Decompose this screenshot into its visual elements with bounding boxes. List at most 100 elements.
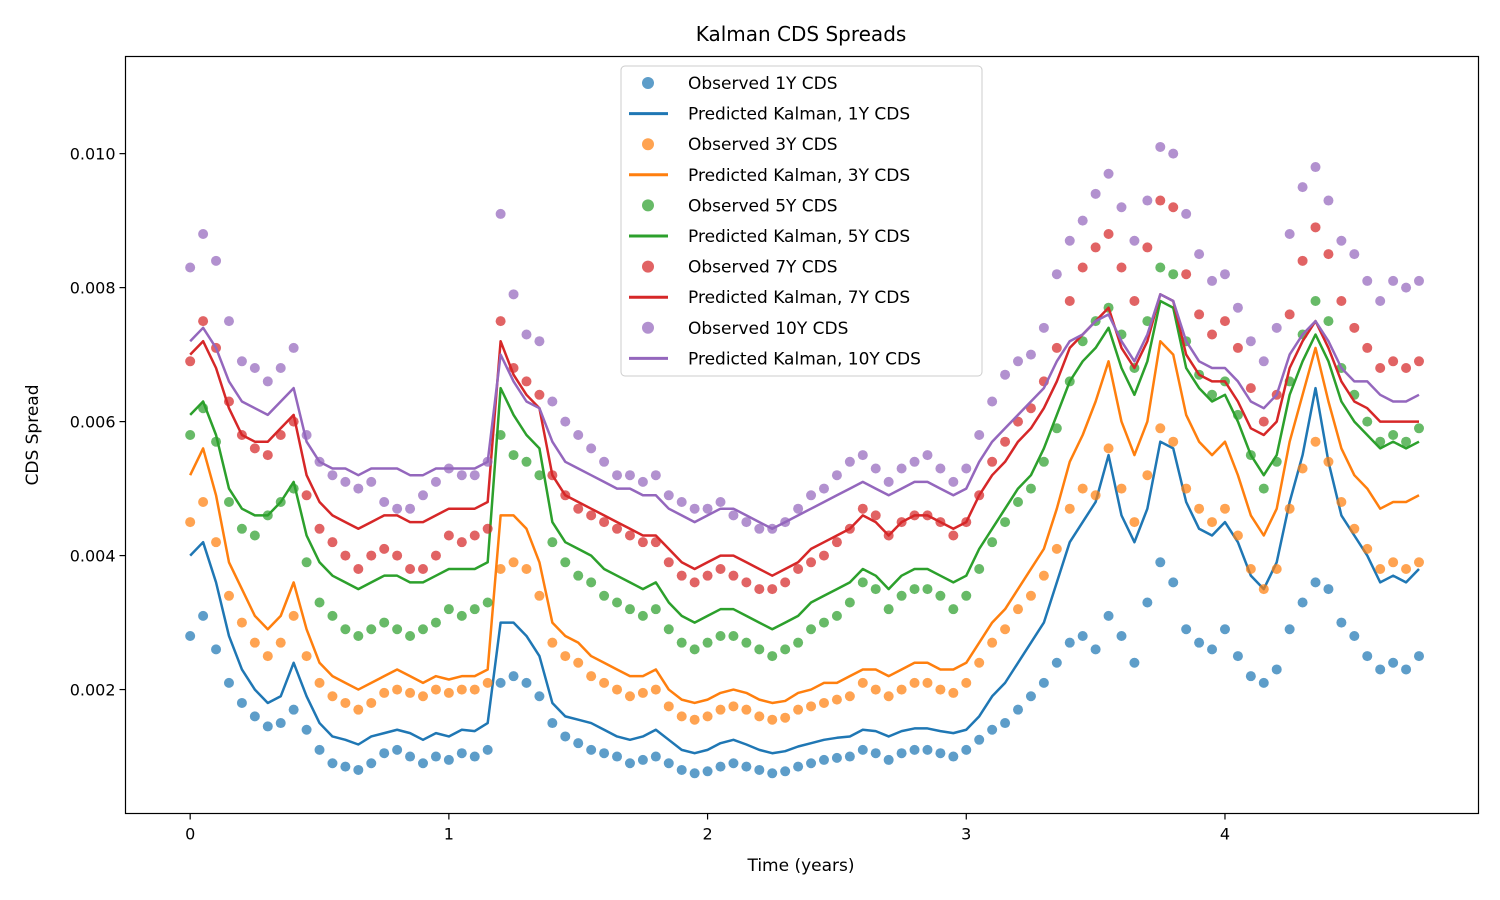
data-point bbox=[896, 590, 907, 601]
data-point bbox=[818, 617, 829, 628]
data-point bbox=[1116, 202, 1127, 213]
legend-item-observed-1y-cds: Observed 1Y CDS bbox=[642, 74, 838, 94]
data-point bbox=[1401, 282, 1412, 293]
data-point bbox=[366, 697, 377, 708]
data-point bbox=[1181, 208, 1192, 219]
data-point bbox=[1284, 624, 1295, 635]
data-point bbox=[1142, 597, 1153, 608]
data-point bbox=[806, 758, 817, 769]
data-point bbox=[676, 711, 687, 722]
data-point bbox=[1051, 269, 1062, 280]
data-point bbox=[637, 687, 648, 698]
series-predicted-kalman-5y-cds-line bbox=[189, 299, 1420, 631]
data-point bbox=[301, 651, 312, 662]
data-point bbox=[1142, 470, 1153, 481]
data-point bbox=[1051, 342, 1062, 353]
data-point bbox=[599, 456, 610, 467]
data-point bbox=[650, 684, 661, 695]
data-point bbox=[935, 463, 946, 474]
data-point bbox=[624, 758, 635, 769]
data-point bbox=[405, 751, 416, 762]
data-point bbox=[948, 476, 959, 487]
data-point bbox=[1258, 356, 1269, 367]
data-point bbox=[573, 503, 584, 514]
data-point bbox=[689, 503, 700, 514]
data-point bbox=[1219, 624, 1230, 635]
legend-item-predicted-kalman-5y-cds: Predicted Kalman, 5Y CDS bbox=[629, 227, 910, 247]
data-point bbox=[249, 637, 260, 648]
x-tick-label: 0 bbox=[185, 825, 195, 844]
data-point bbox=[987, 724, 998, 735]
data-point bbox=[1090, 644, 1101, 655]
data-point bbox=[1271, 664, 1282, 675]
data-point bbox=[831, 610, 842, 621]
data-point bbox=[340, 550, 351, 561]
data-point bbox=[754, 523, 765, 534]
data-point bbox=[288, 704, 299, 715]
data-point bbox=[1013, 604, 1024, 615]
data-point bbox=[1284, 229, 1295, 240]
data-point bbox=[573, 657, 584, 668]
data-point bbox=[987, 456, 998, 467]
data-point bbox=[249, 443, 260, 454]
data-point bbox=[185, 430, 196, 440]
data-point bbox=[223, 316, 234, 327]
data-point bbox=[405, 563, 416, 574]
data-point bbox=[534, 336, 545, 347]
data-point bbox=[560, 731, 571, 742]
data-point bbox=[1207, 517, 1218, 528]
data-point bbox=[741, 761, 752, 772]
data-point bbox=[418, 758, 429, 769]
data-point bbox=[1013, 496, 1024, 507]
data-point bbox=[1349, 322, 1360, 333]
data-point bbox=[715, 704, 726, 715]
data-point bbox=[857, 677, 868, 688]
data-point bbox=[1129, 517, 1140, 528]
legend-item-predicted-kalman-7y-cds: Predicted Kalman, 7Y CDS bbox=[629, 288, 910, 308]
data-point bbox=[754, 764, 765, 775]
data-point bbox=[806, 557, 817, 568]
data-point bbox=[1000, 369, 1011, 380]
y-tick-label: 0.002 bbox=[70, 681, 116, 700]
data-point bbox=[806, 490, 817, 501]
data-point bbox=[1051, 423, 1062, 434]
data-point bbox=[754, 584, 765, 595]
data-point bbox=[547, 396, 558, 407]
data-point bbox=[741, 517, 752, 528]
data-point bbox=[547, 637, 558, 648]
data-point bbox=[870, 748, 881, 759]
data-point bbox=[780, 712, 791, 723]
data-point bbox=[469, 530, 480, 541]
data-point bbox=[1155, 423, 1166, 434]
legend-label: Predicted Kalman, 10Y CDS bbox=[688, 349, 921, 369]
data-point bbox=[728, 510, 739, 521]
data-point bbox=[366, 758, 377, 769]
data-point bbox=[198, 229, 209, 240]
data-point bbox=[780, 577, 791, 588]
plot-frame bbox=[124, 55, 1480, 815]
data-point bbox=[379, 687, 390, 698]
data-point bbox=[198, 610, 209, 621]
data-point bbox=[1297, 463, 1308, 474]
data-point bbox=[1077, 483, 1088, 494]
data-point bbox=[288, 610, 299, 621]
data-point bbox=[715, 563, 726, 574]
data-point bbox=[534, 590, 545, 601]
data-point bbox=[1038, 570, 1049, 581]
data-point bbox=[1375, 363, 1386, 374]
data-point bbox=[728, 758, 739, 769]
data-point bbox=[1413, 557, 1424, 568]
series-predicted-kalman-3y-cds-line bbox=[189, 339, 1420, 705]
data-point bbox=[1168, 148, 1179, 159]
data-point bbox=[1168, 577, 1179, 588]
legend-label: Predicted Kalman, 1Y CDS bbox=[688, 105, 910, 125]
data-point bbox=[1336, 235, 1347, 246]
data-point bbox=[1207, 644, 1218, 655]
data-point bbox=[340, 761, 351, 772]
data-point bbox=[741, 577, 752, 588]
data-point bbox=[1375, 664, 1386, 675]
data-point bbox=[456, 610, 467, 621]
data-point bbox=[521, 456, 532, 467]
data-point bbox=[586, 510, 597, 521]
data-point bbox=[1000, 718, 1011, 729]
